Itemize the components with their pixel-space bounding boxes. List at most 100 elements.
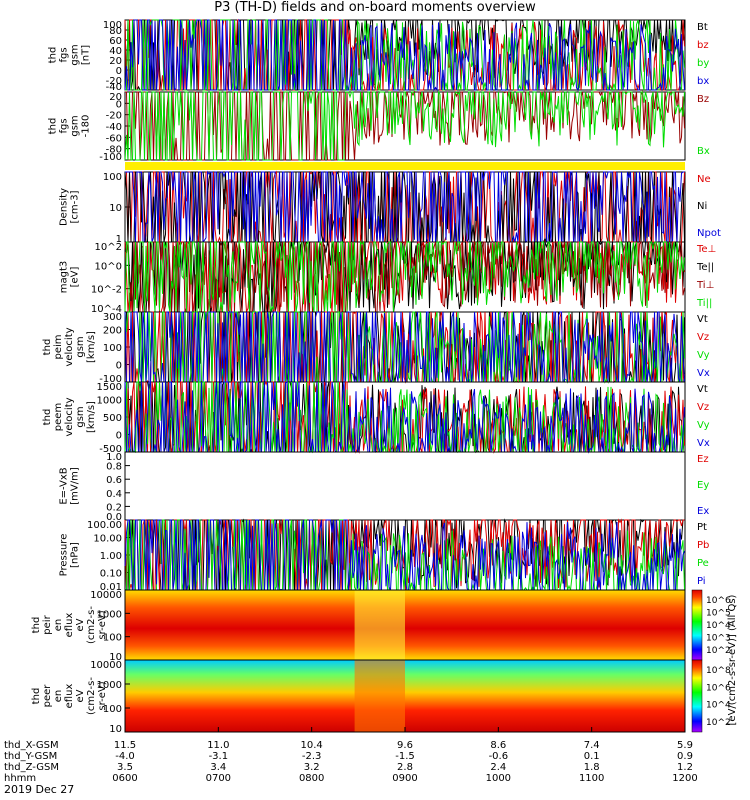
legend-Vz: Vz [697,402,709,413]
y-axis-label: (cm2-s- [86,677,97,715]
y-axis-label: peim [53,334,64,359]
x-axis-row-label: thd_Y-GSM [4,751,57,762]
legend-Ne: Ne [697,174,711,185]
y-tick-label: 0.2 [106,502,122,513]
y-axis-label: Pressure [59,534,70,577]
y-tick-label: 0 [116,66,122,77]
y-tick-label: 200 [103,326,122,337]
colorbar [691,659,703,733]
panel-7: 1500 1000 500 0 -500 thd peem velocity gsm [km/s]… [42,381,710,455]
x-tick-label: 10.4 [301,740,323,751]
y-axis-label: peem [53,403,64,431]
y-tick-label: 0 [116,431,122,442]
x-tick-label: 0600 [112,773,137,784]
y-axis-label: -180 [81,115,92,138]
y-tick-label: 20 [109,92,122,103]
y-tick-label: 1000 [97,609,122,620]
y-axis-label: eV [75,618,86,631]
y-tick-label: 10^0 [95,261,122,272]
y-tick-label: 0 [116,99,122,110]
colorbar-tick-label: 10^4 [706,701,731,711]
colorbar-tick-label: 10^5 [706,609,731,619]
y-tick-label: -60 [106,133,122,144]
x-tick-label: 3.5 [117,762,133,773]
y-axis-label: velocity [64,327,75,366]
series-by [125,19,685,92]
y-axis-label: gsm [70,115,81,136]
legend-Vy: Vy [697,350,710,361]
y-axis-label: (cm2-s- [86,606,97,644]
panel-4: 100 10 1 Density [cm-3] Ne Ni Npot [59,171,721,245]
legend-Vx: Vx [697,438,710,449]
y-axis-label: velocity [64,397,75,436]
colorbar-tick-label: 10^4 [706,621,731,631]
panel-10: 10^6 10^5 10^4 10^3 10^2 10000 1000 100 10 thd pei… [31,589,731,663]
y-tick-label: 1 [116,234,122,245]
colorbar-tick-label: 10^2 [706,646,731,656]
legend-Pe: Pe [697,558,709,569]
y-axis-label: [km/s] [86,401,97,433]
y-axis-label: [nT] [81,45,92,65]
y-axis-label: magt3 [59,261,70,294]
y-axis-label: sr-eV) [97,681,108,710]
y-axis-label: thd [42,339,53,356]
y-tick-label: 20 [109,56,122,67]
x-tick-label: 3.4 [210,762,226,773]
x-tick-label: 8.6 [490,740,506,751]
legend-Vz: Vz [697,332,709,343]
y-axis-label: [km/s] [86,331,97,363]
y-tick-label: -40 [106,82,122,93]
y-tick-label: 10000 [90,590,122,601]
y-tick-label: 10 [109,652,122,663]
legend-Pb: Pb [697,540,709,551]
y-tick-label: 1000 [97,680,122,691]
y-tick-label: 100 [103,704,122,715]
y-tick-label: 500 [103,413,122,424]
y-tick-label: -20 [106,111,122,122]
y-axis-label: thd [48,118,59,135]
legend-Vy: Vy [697,420,710,431]
y-axis-label: sr-eV) [97,610,108,639]
x-tick-label: -2.3 [302,751,322,762]
y-axis-label: fgs [59,47,70,62]
y-axis-label: eflux [64,613,75,638]
y-tick-label: -20 [106,76,122,87]
series-Vx [124,311,685,383]
y-tick-label: 60 [109,36,122,47]
panel-frame [124,451,686,521]
y-tick-label: -100 [99,152,122,163]
spectrogram-transition [354,660,405,732]
y-axis-label: thd [42,409,53,426]
legend-Vt: Vt [697,314,708,325]
x-tick-label: 1.8 [584,762,600,773]
y-axis-label: [mV/m] [70,467,81,505]
legend-Bz: Bz [697,94,709,105]
y-axis-label: [eV] [70,267,81,288]
x-tick-label: 11.0 [207,740,229,751]
x-tick-label: 1200 [672,773,697,784]
x-tick-label: 3.2 [304,762,320,773]
colorbar-tick-label: 10^3 [706,634,731,644]
y-axis-label: en [53,690,64,703]
legend-bx: bx [697,76,709,87]
plot-title: P3 (TH-D) fields and on-board moments ov… [214,0,536,15]
legend-Ez: Ez [697,454,709,465]
y-axis-label: en [53,619,64,632]
colorbar [691,589,703,661]
y-axis-label: fgs [59,118,70,133]
x-tick-label: 9.6 [397,740,413,751]
x-tick-label: 11.5 [114,740,136,751]
series-Bz [125,90,685,161]
x-tick-label: 5.9 [677,740,693,751]
y-tick-label: 80 [109,26,122,37]
legend-Vt: Vt [697,384,708,395]
y-tick-label: 10000 [90,660,122,671]
y-axis-label: gsm [75,406,86,427]
x-tick-label: 2.4 [490,762,506,773]
status-bar [125,162,685,170]
y-tick-label: 1.00 [100,551,122,562]
x-tick-label: -1.5 [395,751,415,762]
x-tick-label: 0700 [206,773,231,784]
y-tick-label: 100 [103,172,122,183]
y-tick-label: 10 [109,203,122,214]
